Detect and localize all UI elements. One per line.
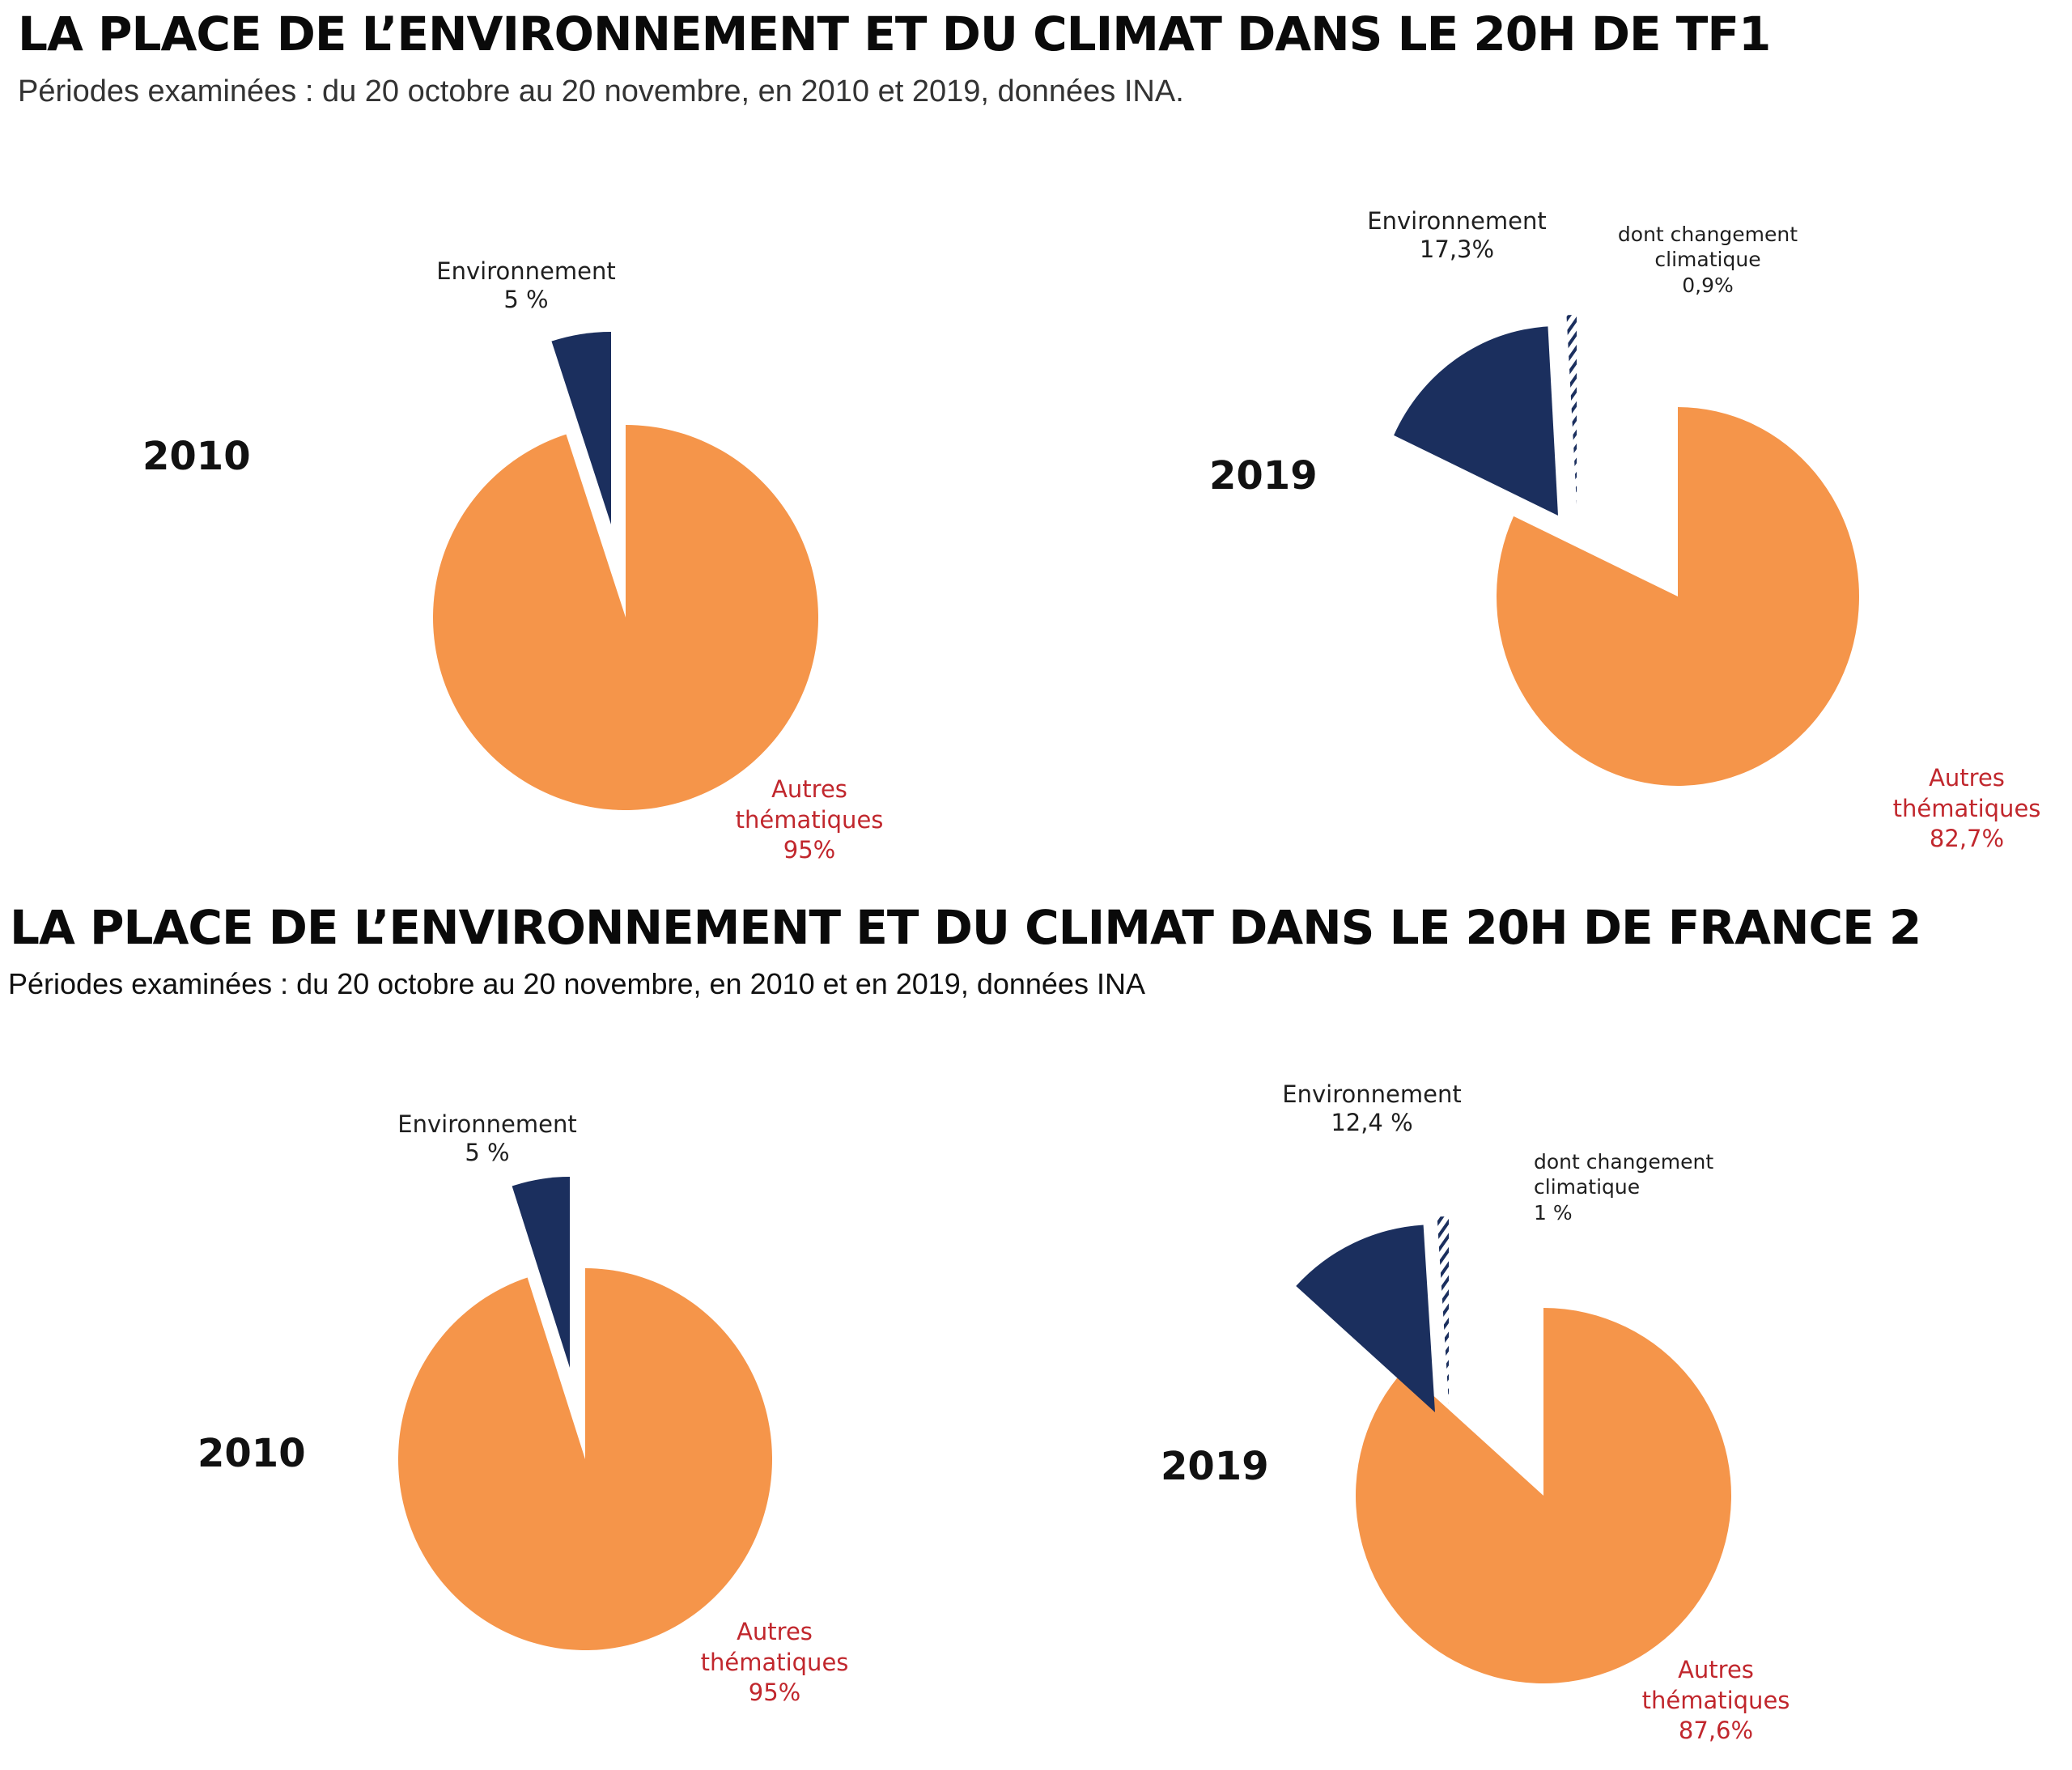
slice-label-other-tf1-2010: Autres thématiques 95% xyxy=(704,775,915,866)
slice-label-name: Environnement xyxy=(397,1110,577,1138)
slice-label-environment-france2-2019: Environnement 12,4 % xyxy=(1259,1080,1485,1137)
section-title-france2: LA PLACE DE L’ENVIRONNEMENT ET DU CLIMAT… xyxy=(10,900,1921,955)
slice-label-name-line2: climatique xyxy=(1654,248,1761,272)
year-label-france2-2019: 2019 xyxy=(1161,1444,1269,1489)
pie-chart-france2-2010 xyxy=(398,1177,773,1650)
year-label-tf1-2010: 2010 xyxy=(142,434,251,479)
slice-label-other-tf1-2019: Autres thématiques 82,7% xyxy=(1862,763,2072,855)
pie-chart-france2-2019 xyxy=(1296,1216,1732,1683)
slice-label-environment-tf1-2010: Environnement 5 % xyxy=(421,257,631,314)
slice-label-environment-tf1-2019: Environnement 17,3% xyxy=(1344,207,1570,264)
pie-slice-environnement xyxy=(1394,326,1558,516)
pie-slice-environnement xyxy=(1296,1225,1435,1412)
slice-label-name-line1: Autres xyxy=(737,1618,813,1645)
slice-label-name-line1: Autres xyxy=(1929,764,2005,792)
pie-slice-autres-thematiques xyxy=(1356,1308,1732,1683)
section-subtitle-france2: Périodes examinées : du 20 octobre au 20… xyxy=(8,967,1145,1000)
pie-slice-environnement xyxy=(512,1177,570,1368)
pie-slice-environnement xyxy=(551,332,611,524)
slice-label-value: 87,6% xyxy=(1678,1717,1754,1745)
pie-slice-autres-thematiques xyxy=(398,1268,773,1650)
year-label-france2-2010: 2010 xyxy=(197,1431,306,1476)
slice-label-climate-france2-2019: dont changement climatique 1 % xyxy=(1534,1149,1777,1225)
slice-label-name: Environnement xyxy=(1367,207,1547,235)
pie-slice-autres-thematiques xyxy=(1496,407,1859,787)
slice-label-value: 82,7% xyxy=(1929,825,2005,853)
slice-label-name-line2: thématiques xyxy=(1641,1686,1790,1714)
slice-label-value: 95% xyxy=(748,1679,801,1707)
slice-label-name-line1: Autres xyxy=(1678,1656,1754,1683)
slice-label-name-line2: thématiques xyxy=(735,805,884,834)
pie-chart-tf1-2010 xyxy=(433,332,819,811)
section-subtitle-tf1: Périodes examinées : du 20 octobre au 20… xyxy=(18,74,1184,108)
pie-slice-changement-climatique xyxy=(1437,1216,1449,1404)
slice-label-name-line1: dont changement xyxy=(1534,1150,1714,1174)
pie-chart-tf1-2019 xyxy=(1394,315,1859,787)
slice-label-environment-france2-2010: Environnement 5 % xyxy=(382,1110,592,1167)
slice-label-value: 5 % xyxy=(465,1138,510,1166)
slice-label-other-france2-2019: Autres thématiques 87,6% xyxy=(1611,1655,1821,1747)
slice-label-other-france2-2010: Autres thématiques 95% xyxy=(669,1617,880,1708)
slice-label-name: Environnement xyxy=(1282,1080,1462,1108)
slice-label-value: 12,4 % xyxy=(1331,1108,1413,1136)
slice-label-name-line1: Autres xyxy=(771,775,847,803)
pie-slice-changement-climatique xyxy=(1566,315,1577,504)
slice-label-name-line2: thématiques xyxy=(700,1648,849,1676)
slice-label-name-line1: dont changement xyxy=(1617,223,1798,246)
slice-label-name-line2: climatique xyxy=(1534,1175,1641,1199)
slice-label-value: 17,3% xyxy=(1419,235,1495,263)
slice-label-value: 5 % xyxy=(503,285,549,313)
pie-slice-autres-thematiques xyxy=(433,425,819,811)
slice-label-name-line2: thématiques xyxy=(1892,794,2041,822)
slice-label-value: 0,9% xyxy=(1682,273,1734,297)
slice-label-name: Environnement xyxy=(436,257,616,285)
year-label-tf1-2019: 2019 xyxy=(1209,453,1318,499)
section-title-tf1: LA PLACE DE L’ENVIRONNEMENT ET DU CLIMAT… xyxy=(18,6,1771,62)
slice-label-value: 1 % xyxy=(1534,1200,1573,1225)
slice-label-value: 95% xyxy=(783,836,836,864)
slice-label-climate-tf1-2019: dont changement climatique 0,9% xyxy=(1586,222,1829,298)
